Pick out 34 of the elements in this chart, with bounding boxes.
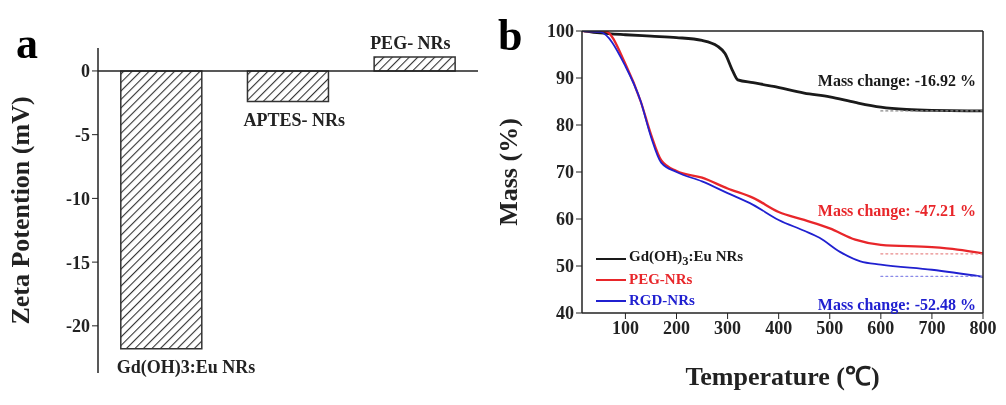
- y-tick-label: 70: [556, 162, 574, 183]
- y-tick-label: -10: [66, 188, 90, 209]
- y-tick-label: -15: [66, 252, 90, 273]
- y-axis-title: Mass (%): [494, 118, 524, 226]
- annotation: Mass change: -47.21 %: [816, 202, 977, 220]
- y-tick-label: -20: [66, 316, 90, 337]
- x-tick-label: 200: [663, 317, 690, 338]
- y-tick-label: 50: [556, 256, 574, 277]
- x-axis-title: Temperature (℃): [685, 362, 880, 391]
- legend-label: Gd(OH)$_{3}$:Eu NRs: [629, 248, 744, 269]
- x-tick-label: APTES- NRs: [243, 109, 345, 130]
- y-tick-label: 0: [81, 61, 90, 82]
- chart-title: a: [16, 18, 38, 69]
- legend-label: PEG-NRs: [629, 271, 693, 288]
- x-tick-label: 100: [611, 317, 639, 338]
- y-tick-label: -5: [75, 125, 90, 146]
- x-tick-label: 700: [918, 317, 946, 338]
- y-tick-label: 40: [556, 303, 574, 324]
- x-tick-label: 600: [867, 317, 895, 338]
- x-tick-label: PEG- NRs: [370, 32, 451, 53]
- legend-label: RGD-NRs: [629, 292, 695, 309]
- chart-title: b: [498, 10, 523, 61]
- x-tick-label: 500: [816, 317, 844, 338]
- x-tick-label: 800: [969, 317, 997, 338]
- y-tick-label: 90: [556, 68, 574, 89]
- y-tick-label: 80: [556, 115, 574, 136]
- x-tick-label: 400: [765, 317, 793, 338]
- annotation: Mass change: -16.92 %: [816, 72, 977, 90]
- y-tick-label: 60: [556, 209, 574, 230]
- y-tick-label: 100: [547, 21, 574, 42]
- x-tick-label: Gd(OH)3:Eu NRs: [116, 356, 256, 378]
- x-tick-label: 300: [714, 317, 742, 338]
- annotation: Mass change: -52.48 %: [816, 296, 977, 314]
- y-axis-title: Zeta Potention (mV): [6, 96, 36, 325]
